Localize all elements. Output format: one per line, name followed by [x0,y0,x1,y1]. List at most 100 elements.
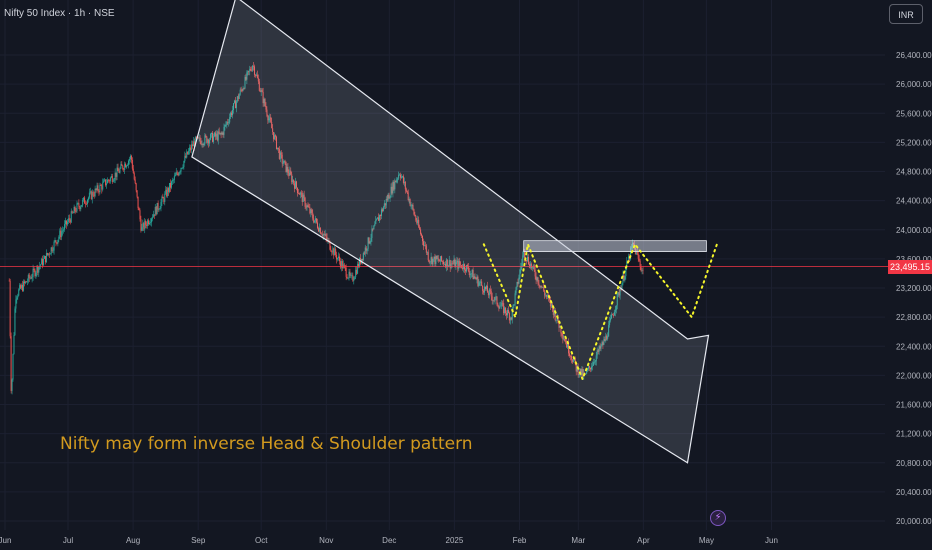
candle-body [415,216,417,221]
candle-body [358,263,360,267]
candle-body [457,260,459,269]
candle-body [119,168,121,173]
candle-body [9,280,11,337]
candle-body [428,260,430,263]
candle-body [266,109,268,116]
y-tick-label: 22,800.00 [896,313,932,322]
candle-body [212,136,214,142]
y-axis: 26,400.00 26,000.00 25,600.00 25,200.00 24,8… [896,51,932,526]
candle-body [130,155,132,160]
x-tick-label: Aug [126,536,140,545]
candle-body [471,270,473,274]
candle-body [292,179,294,183]
candle-body [164,193,166,202]
candle-body [22,284,24,291]
candle-body [337,257,339,260]
candle-body [527,257,529,262]
x-tick-label: Dec [382,536,396,545]
candle-body [57,239,59,244]
candle-body [545,295,547,296]
x-tick-label: Feb [513,536,527,545]
descending-channel[interactable] [191,0,710,464]
candle-body [217,131,219,141]
candle-body [359,257,361,267]
candle-body [397,178,399,180]
candle-body [419,226,421,230]
candle-body [596,350,598,356]
candle-body [294,183,296,189]
candle-body [624,276,626,281]
candle-body [622,274,624,284]
inverse-head-shoulder-pattern[interactable] [482,240,718,382]
candle-body [383,203,385,208]
candle-body [128,160,130,165]
candle-body [380,215,382,216]
candle-body [329,241,331,250]
resistance-zone[interactable] [523,240,707,252]
candle-body [620,289,622,291]
lightning-icon[interactable]: ⚡ [710,510,726,526]
candle-body [492,300,494,301]
candle-body [149,222,151,223]
candle-body [112,181,114,182]
candle-body [554,310,556,321]
candle-body [612,315,614,316]
candle-body [50,247,52,254]
candle-body [417,219,419,224]
candle-body [46,253,48,255]
candle-body [219,132,221,134]
candle-body [187,151,189,155]
chart-annotation[interactable]: Nifty may form inverse Head & Shoulder p… [60,434,473,454]
candle-body [58,236,60,240]
candle-body [420,229,422,234]
candle-body [483,290,485,293]
candle-body [616,294,618,306]
candle-body [571,359,573,363]
candle-body [604,339,606,342]
candle-body [308,206,310,208]
candle-body [166,189,168,197]
candle-body [469,273,471,276]
y-tick-label: 23,600.00 [896,255,932,264]
candle-body [156,202,158,215]
candle-body [526,260,528,262]
candle-body [176,172,178,174]
candle-body [518,277,520,284]
currency-button[interactable]: INR [889,4,923,24]
candle-body [117,167,119,172]
candle-body [506,313,508,316]
candle-body [539,285,541,288]
candle-body [218,131,220,134]
candle-body [19,285,21,290]
x-tick-label: Jun [0,536,11,545]
y-tick-label: 23,200.00 [896,284,932,293]
candle-body [630,247,632,260]
candle-body [343,264,345,266]
candle-body [511,308,513,320]
candle-body [283,160,285,164]
candle-body [408,199,410,201]
candle-body [179,171,181,173]
candle-body [356,269,358,274]
candle-body [517,281,519,284]
candle-body [394,180,396,190]
candle-body [135,183,137,191]
candle-body [98,190,100,193]
y-tick-label: 22,400.00 [896,342,932,351]
candle-body [106,183,108,186]
candle-body [352,275,354,281]
candle-body [11,379,13,391]
candle-body [543,287,545,292]
candle-body [182,166,184,168]
x-tick-label: Mar [571,536,585,545]
candle-body [25,281,27,283]
candle-body [143,223,145,230]
candle-body [331,251,333,253]
candle-body [575,363,577,372]
candle-body [107,179,109,181]
candle-body [373,225,375,230]
candle-body [261,90,263,92]
candle-body [385,198,387,206]
candle-body [69,219,71,223]
